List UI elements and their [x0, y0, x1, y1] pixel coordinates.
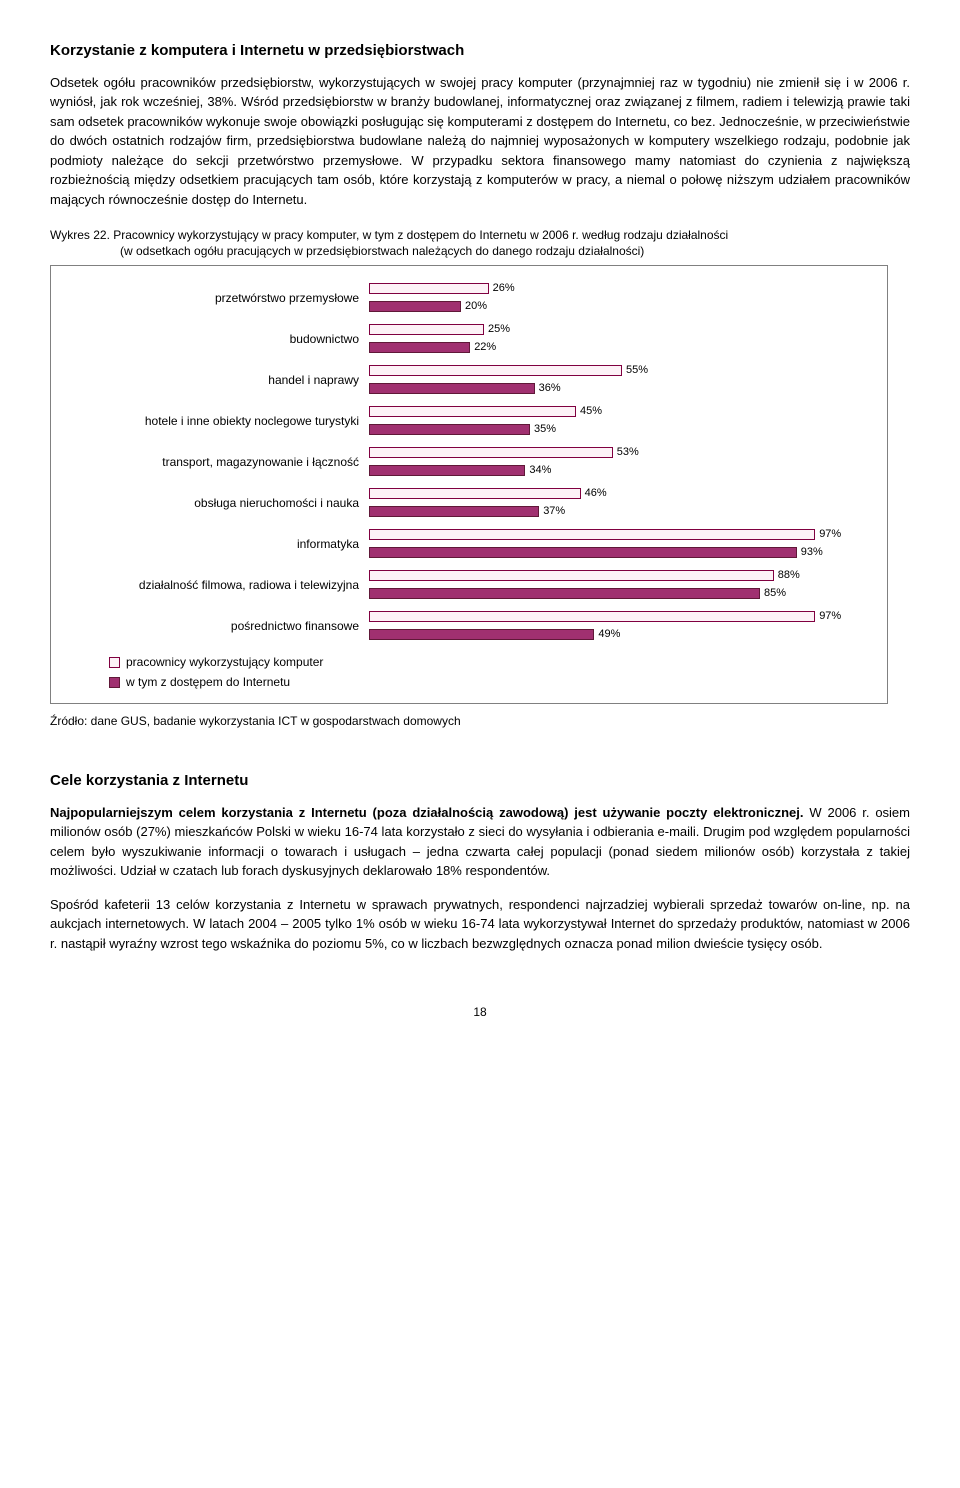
para2-bold: Najpopularniejszym celem korzystania z I…	[50, 805, 804, 820]
chart-bar-group: 26% 20%	[369, 280, 869, 315]
chart-category-label: hotele i inne obiekty noclegowe turystyk…	[69, 412, 369, 430]
chart-row: informatyka97%93%	[69, 526, 869, 561]
legend-swatch-2	[109, 677, 120, 688]
bar-value-2: 36%	[539, 380, 561, 397]
bar-value-2: 35%	[534, 421, 556, 438]
chart-row: przetwórstwo przemysłowe 26% 20%	[69, 280, 869, 315]
chart-caption: Wykres 22. Pracownicy wykorzystujący w p…	[50, 227, 910, 259]
bar-value-2: 37%	[543, 503, 565, 520]
bar-series2	[369, 506, 539, 517]
bar-series2	[369, 383, 535, 394]
bar-value-1: 97%	[819, 608, 841, 625]
chart-container: przetwórstwo przemysłowe 26% 20% budownictw…	[50, 265, 888, 704]
chart-bar-group: 53% 34%	[369, 444, 869, 479]
chart-source: Źródło: dane GUS, badanie wykorzystania …	[50, 712, 910, 730]
chart-legend: pracownicy wykorzystujący komputer w tym…	[109, 653, 869, 691]
chart-row: handel i naprawy 55% 36%	[69, 362, 869, 397]
bar-value-2: 34%	[529, 462, 551, 479]
caption-lead: Wykres 22. Pracownicy wykorzystujący w p…	[50, 228, 728, 242]
bar-series1	[369, 447, 613, 458]
page-number: 18	[50, 1003, 910, 1021]
chart-row: działalność filmowa, radiowa i telewizyj…	[69, 567, 869, 602]
chart-category-label: transport, magazynowanie i łączność	[69, 453, 369, 471]
bar-series2	[369, 342, 470, 353]
legend-label-2: w tym z dostępem do Internetu	[126, 673, 290, 691]
chart-category-label: przetwórstwo przemysłowe	[69, 289, 369, 307]
chart-category-label: pośrednictwo finansowe	[69, 617, 369, 635]
chart-bar-group: 25%22%	[369, 321, 869, 356]
chart-bar-group: 46% 37%	[369, 485, 869, 520]
bar-value-2: 85%	[764, 585, 786, 602]
caption-sub: (w odsetkach ogółu pracujących w przedsi…	[50, 243, 910, 259]
bar-series1	[369, 488, 581, 499]
legend-item-1: pracownicy wykorzystujący komputer	[109, 653, 869, 671]
bar-value-1: 46%	[585, 485, 607, 502]
bar-value-1: 45%	[580, 403, 602, 420]
bar-series2	[369, 629, 594, 640]
chart-category-label: działalność filmowa, radiowa i telewizyj…	[69, 576, 369, 594]
bar-series2	[369, 301, 461, 312]
bar-value-1: 97%	[819, 526, 841, 543]
bar-series2	[369, 588, 760, 599]
chart-row: obsługa nieruchomości i nauka 46% 37%	[69, 485, 869, 520]
bar-series1	[369, 529, 815, 540]
chart-bar-group: 55% 36%	[369, 362, 869, 397]
legend-item-2: w tym z dostępem do Internetu	[109, 673, 869, 691]
bar-value-2: 49%	[598, 626, 620, 643]
bar-series1	[369, 570, 774, 581]
bar-value-1: 26%	[493, 280, 515, 297]
bar-series1	[369, 611, 815, 622]
chart-row: transport, magazynowanie i łączność 53% 34…	[69, 444, 869, 479]
chart-category-label: obsługa nieruchomości i nauka	[69, 494, 369, 512]
paragraph-3: Spośród kafeterii 13 celów korzystania z…	[50, 895, 910, 954]
bar-value-1: 53%	[617, 444, 639, 461]
chart-row: hotele i inne obiekty noclegowe turystyk…	[69, 403, 869, 438]
chart-bar-group: 88%85%	[369, 567, 869, 602]
bar-series2	[369, 424, 530, 435]
chart-category-label: informatyka	[69, 535, 369, 553]
chart-bar-group: 97% 49%	[369, 608, 869, 643]
chart-category-label: budownictwo	[69, 330, 369, 348]
chart-row: budownictwo25%22%	[69, 321, 869, 356]
bar-series1	[369, 283, 489, 294]
section-heading-2: Cele korzystania z Internetu	[50, 770, 910, 793]
bar-value-1: 88%	[778, 567, 800, 584]
bar-value-1: 55%	[626, 362, 648, 379]
paragraph-2: Najpopularniejszym celem korzystania z I…	[50, 803, 910, 881]
bar-series1	[369, 406, 576, 417]
bar-series1	[369, 365, 622, 376]
bar-value-2: 93%	[801, 544, 823, 561]
legend-swatch-1	[109, 657, 120, 668]
section-heading-1: Korzystanie z komputera i Internetu w pr…	[50, 40, 910, 63]
paragraph-1: Odsetek ogółu pracowników przedsiębiorst…	[50, 73, 910, 210]
chart-category-label: handel i naprawy	[69, 371, 369, 389]
chart-bar-group: 45% 35%	[369, 403, 869, 438]
legend-label-1: pracownicy wykorzystujący komputer	[126, 653, 323, 671]
bar-value-1: 25%	[488, 321, 510, 338]
bar-series2	[369, 465, 525, 476]
bar-value-2: 20%	[465, 298, 487, 315]
chart-bar-group: 97%93%	[369, 526, 869, 561]
chart-row: pośrednictwo finansowe 97% 49%	[69, 608, 869, 643]
bar-series2	[369, 547, 797, 558]
bar-value-2: 22%	[474, 339, 496, 356]
bar-series1	[369, 324, 484, 335]
chart-rows: przetwórstwo przemysłowe 26% 20% budownictw…	[69, 280, 869, 643]
